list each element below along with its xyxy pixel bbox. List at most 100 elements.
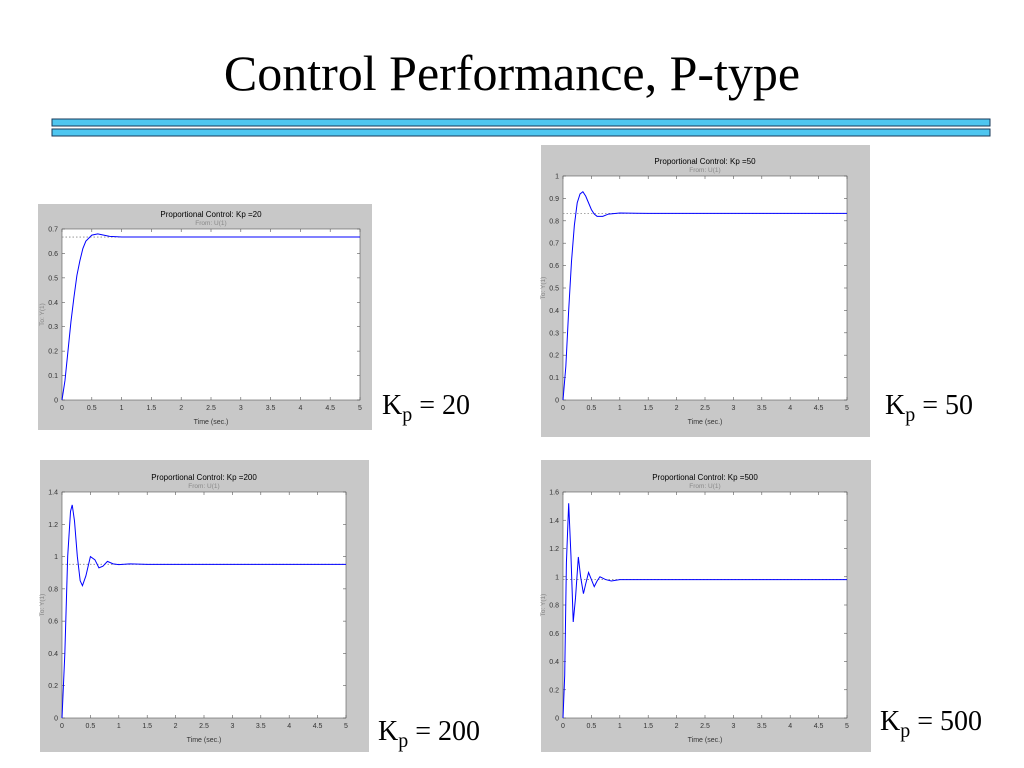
x-tick-label: 3.5 — [757, 405, 767, 412]
gain-symbol: K — [880, 706, 900, 737]
x-tick-label: 4 — [298, 405, 302, 412]
title-rule — [51, 118, 991, 127]
y-axis-label: To: Y(1) — [39, 594, 46, 617]
x-tick-label: 2.5 — [199, 723, 209, 730]
x-tick-label: 1.5 — [147, 405, 157, 412]
x-tick-label: 1.5 — [142, 723, 152, 730]
y-tick-label: 0.2 — [549, 687, 559, 694]
x-tick-label: 2.5 — [206, 405, 216, 412]
y-tick-label: 0.4 — [48, 300, 58, 307]
y-tick-label: 0 — [54, 398, 58, 405]
gain-subscript: p — [398, 730, 408, 752]
x-tick-label: 3 — [731, 723, 735, 730]
x-tick-label: 3.5 — [266, 405, 276, 412]
x-tick-label: 1.5 — [643, 723, 653, 730]
x-tick-label: 0 — [561, 723, 565, 730]
response-line — [61, 233, 360, 401]
y-tick-label: 1 — [54, 554, 58, 561]
plot-area — [61, 228, 361, 401]
y-tick-label: 0.8 — [48, 586, 58, 593]
gain-value: = 20 — [412, 390, 470, 421]
x-tick-label: 1.5 — [643, 405, 653, 412]
y-tick-label: 0 — [555, 716, 559, 723]
gain-label: Kp = 50 — [885, 390, 973, 426]
title-rule — [51, 128, 991, 137]
gain-symbol: K — [382, 390, 402, 421]
x-tick-label: 3 — [731, 405, 735, 412]
y-tick-label: 0.1 — [549, 375, 559, 382]
x-tick-label: 2 — [179, 405, 183, 412]
chart-title: Proportional Control: Kp =50 — [654, 157, 756, 166]
x-tick-label: 2.5 — [700, 723, 710, 730]
chart-subtitle: From: U(1) — [689, 167, 720, 174]
y-tick-label: 0.2 — [549, 353, 559, 360]
x-tick-label: 2 — [174, 723, 178, 730]
x-tick-label: 4.5 — [313, 723, 323, 730]
x-tick-label: 5 — [344, 723, 348, 730]
y-tick-label: 0.2 — [48, 349, 58, 356]
x-tick-label: 5 — [845, 723, 849, 730]
y-tick-label: 0.6 — [48, 619, 58, 626]
y-tick-label: 0.1 — [48, 373, 58, 380]
chart-title: Proportional Control: Kp =500 — [652, 473, 758, 482]
y-axis-label: To: Y(1) — [540, 594, 547, 617]
gain-subscript: p — [900, 720, 910, 742]
chart-title: Proportional Control: Kp =20 — [160, 210, 262, 219]
x-axis-label: Time (sec.) — [688, 419, 723, 426]
response-line — [562, 190, 847, 401]
y-tick-label: 1.2 — [48, 522, 58, 529]
y-tick-label: 0.8 — [549, 218, 559, 225]
y-axis-label: To: Y(1) — [540, 277, 547, 300]
y-tick-label: 0.4 — [48, 651, 58, 658]
y-tick-label: 0.6 — [48, 251, 58, 258]
y-tick-label: 0.3 — [48, 324, 58, 331]
plot-area — [61, 491, 347, 719]
x-tick-label: 4.5 — [814, 405, 824, 412]
y-tick-label: 0.8 — [549, 603, 559, 610]
y-tick-label: 0.6 — [549, 263, 559, 270]
y-tick-label: 0.5 — [48, 275, 58, 282]
y-tick-label: 1.6 — [549, 490, 559, 497]
chart-title: Proportional Control: Kp =200 — [151, 473, 257, 482]
x-axis-label: Time (sec.) — [688, 737, 723, 744]
x-tick-label: 0.5 — [87, 405, 97, 412]
x-tick-label: 4 — [788, 405, 792, 412]
y-tick-label: 1.4 — [48, 490, 58, 497]
x-tick-label: 4.5 — [325, 405, 335, 412]
x-tick-label: 4 — [788, 723, 792, 730]
slide-title: Control Performance, P-type — [224, 45, 800, 101]
x-tick-label: 1 — [618, 723, 622, 730]
y-tick-label: 0.7 — [48, 227, 58, 234]
x-tick-label: 1 — [117, 723, 121, 730]
gain-label: Kp = 20 — [382, 390, 470, 426]
x-tick-label: 4.5 — [814, 723, 824, 730]
y-tick-label: 1 — [555, 174, 559, 181]
x-tick-label: 3.5 — [757, 723, 767, 730]
x-tick-label: 2 — [675, 723, 679, 730]
x-tick-label: 3.5 — [256, 723, 266, 730]
chart-subtitle: From: U(1) — [689, 483, 720, 490]
chart-subtitle: From: U(1) — [188, 483, 219, 490]
x-tick-label: 5 — [845, 405, 849, 412]
gain-subscript: p — [402, 404, 412, 426]
x-axis-label: Time (sec.) — [194, 419, 229, 426]
chart-subtitle: From: U(1) — [195, 220, 226, 227]
x-tick-label: 2.5 — [700, 405, 710, 412]
gain-subscript: p — [905, 404, 915, 426]
response-line — [562, 503, 847, 719]
plot-area — [562, 175, 848, 401]
y-tick-label: 0.5 — [549, 286, 559, 293]
x-tick-label: 1 — [618, 405, 622, 412]
y-tick-label: 0.9 — [549, 196, 559, 203]
gain-label: Kp = 500 — [880, 706, 982, 742]
x-tick-label: 5 — [358, 405, 362, 412]
x-tick-label: 0.5 — [587, 723, 597, 730]
x-tick-label: 3 — [230, 723, 234, 730]
x-tick-label: 1 — [120, 405, 124, 412]
x-tick-label: 0 — [561, 405, 565, 412]
